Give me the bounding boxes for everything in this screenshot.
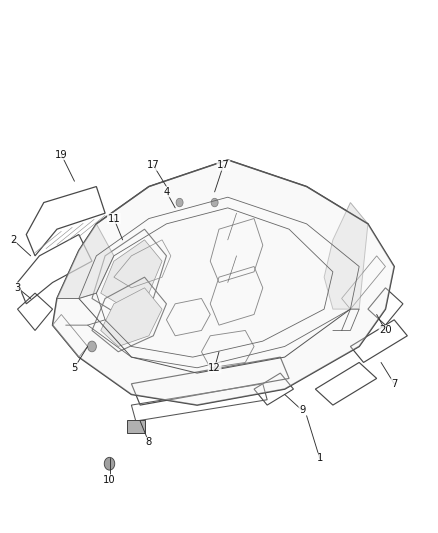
Polygon shape	[57, 224, 114, 298]
Text: 4: 4	[163, 187, 170, 197]
Text: 11: 11	[107, 214, 120, 223]
Polygon shape	[53, 160, 394, 405]
Text: 8: 8	[146, 438, 152, 447]
Text: 12: 12	[208, 363, 221, 373]
Text: 10: 10	[103, 475, 116, 484]
Circle shape	[176, 198, 183, 207]
Text: 5: 5	[71, 363, 78, 373]
Text: 20: 20	[379, 326, 392, 335]
Polygon shape	[101, 288, 162, 346]
Circle shape	[104, 457, 115, 470]
Polygon shape	[324, 203, 368, 309]
Text: 17: 17	[217, 160, 230, 170]
Text: 7: 7	[391, 379, 397, 389]
Polygon shape	[101, 240, 162, 304]
Circle shape	[211, 198, 218, 207]
Text: 3: 3	[14, 283, 21, 293]
Text: 19: 19	[55, 150, 68, 159]
FancyBboxPatch shape	[127, 420, 145, 433]
Text: 2: 2	[10, 235, 16, 245]
Text: 9: 9	[299, 406, 305, 415]
Circle shape	[88, 341, 96, 352]
Text: 1: 1	[317, 454, 323, 463]
Text: 17: 17	[147, 160, 160, 170]
